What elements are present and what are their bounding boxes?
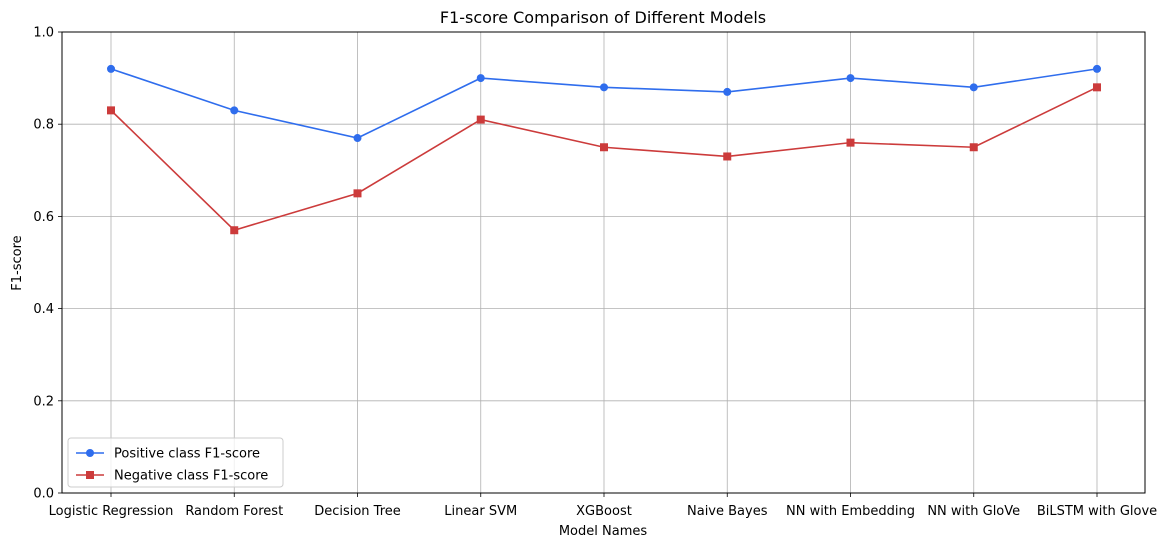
legend-label-2: Negative class F1-score [114, 469, 268, 484]
data-point-circle [1093, 64, 1101, 73]
y-axis-ticks: 0.0 0.2 0.4 0.6 0.8 1.0 [33, 26, 62, 502]
legend-label-1: Positive class F1-score [114, 447, 260, 462]
data-point-square [107, 106, 115, 115]
data-point-square [230, 226, 239, 235]
legend-marker-square [86, 471, 94, 479]
y-tick-label: 0.0 [33, 487, 54, 502]
data-point-circle [969, 83, 978, 92]
data-point-circle [476, 74, 485, 83]
x-tick-label: Naive Bayes [687, 504, 768, 519]
y-axis-label: F1-score [10, 235, 25, 290]
y-tick-label: 0.6 [33, 210, 54, 225]
data-point-circle [353, 134, 362, 143]
chart-title: F1-score Comparison of Different Models [440, 8, 766, 27]
y-tick-label: 0.2 [33, 394, 54, 409]
plot-area-frame [61, 31, 1146, 494]
data-point-square [723, 152, 732, 161]
data-point-square [1093, 83, 1101, 92]
gridlines [62, 31, 1145, 494]
y-tick-label: 0.8 [33, 118, 54, 133]
legend-box [67, 437, 284, 488]
x-tick-label: XGBoost [576, 504, 632, 519]
data-point-circle [600, 83, 608, 92]
data-point-square [846, 138, 855, 147]
data-point-square [969, 143, 978, 152]
y-tick-label: 0.4 [33, 302, 54, 317]
x-tick-label: NN with GloVe [927, 504, 1020, 519]
data-point-circle [230, 106, 239, 115]
x-tick-label: NN with Embedding [786, 504, 915, 519]
data-point-circle [107, 64, 115, 73]
y-tick-label: 1.0 [33, 26, 54, 41]
x-axis-ticks: Logistic Regression Random Forest Decision… [49, 493, 1157, 519]
x-tick-label: Logistic Regression [49, 504, 174, 519]
data-point-circle [723, 87, 732, 96]
data-point-square [600, 143, 608, 152]
x-tick-label: Random Forest [185, 504, 283, 519]
x-tick-label: Linear SVM [444, 504, 517, 519]
x-tick-label: BiLSTM with Glove [1037, 504, 1157, 519]
legend-marker-circle [86, 449, 94, 457]
data-point-square [353, 189, 362, 198]
series-lines [107, 64, 1101, 235]
x-axis-label: Model Names [559, 524, 648, 539]
data-point-square [476, 115, 485, 124]
x-tick-label: Decision Tree [314, 504, 401, 519]
data-point-circle [846, 74, 855, 83]
legend: Positive class F1-score Negative class F1… [67, 437, 284, 488]
